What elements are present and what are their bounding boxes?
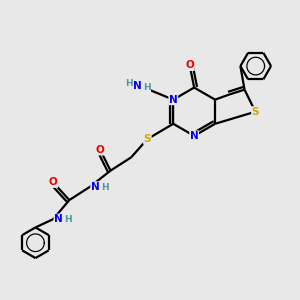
Text: O: O [96,145,105,155]
Text: N: N [54,214,63,224]
Text: S: S [252,107,259,117]
Text: N: N [190,131,199,141]
Text: N: N [169,94,178,105]
Text: H: H [125,79,133,88]
Text: H: H [143,83,151,92]
Text: S: S [144,134,151,144]
Text: N: N [133,81,141,91]
Text: H: H [64,215,72,224]
Text: O: O [49,177,58,188]
Text: H: H [101,183,109,192]
Text: N: N [91,182,100,192]
Text: O: O [185,61,194,70]
